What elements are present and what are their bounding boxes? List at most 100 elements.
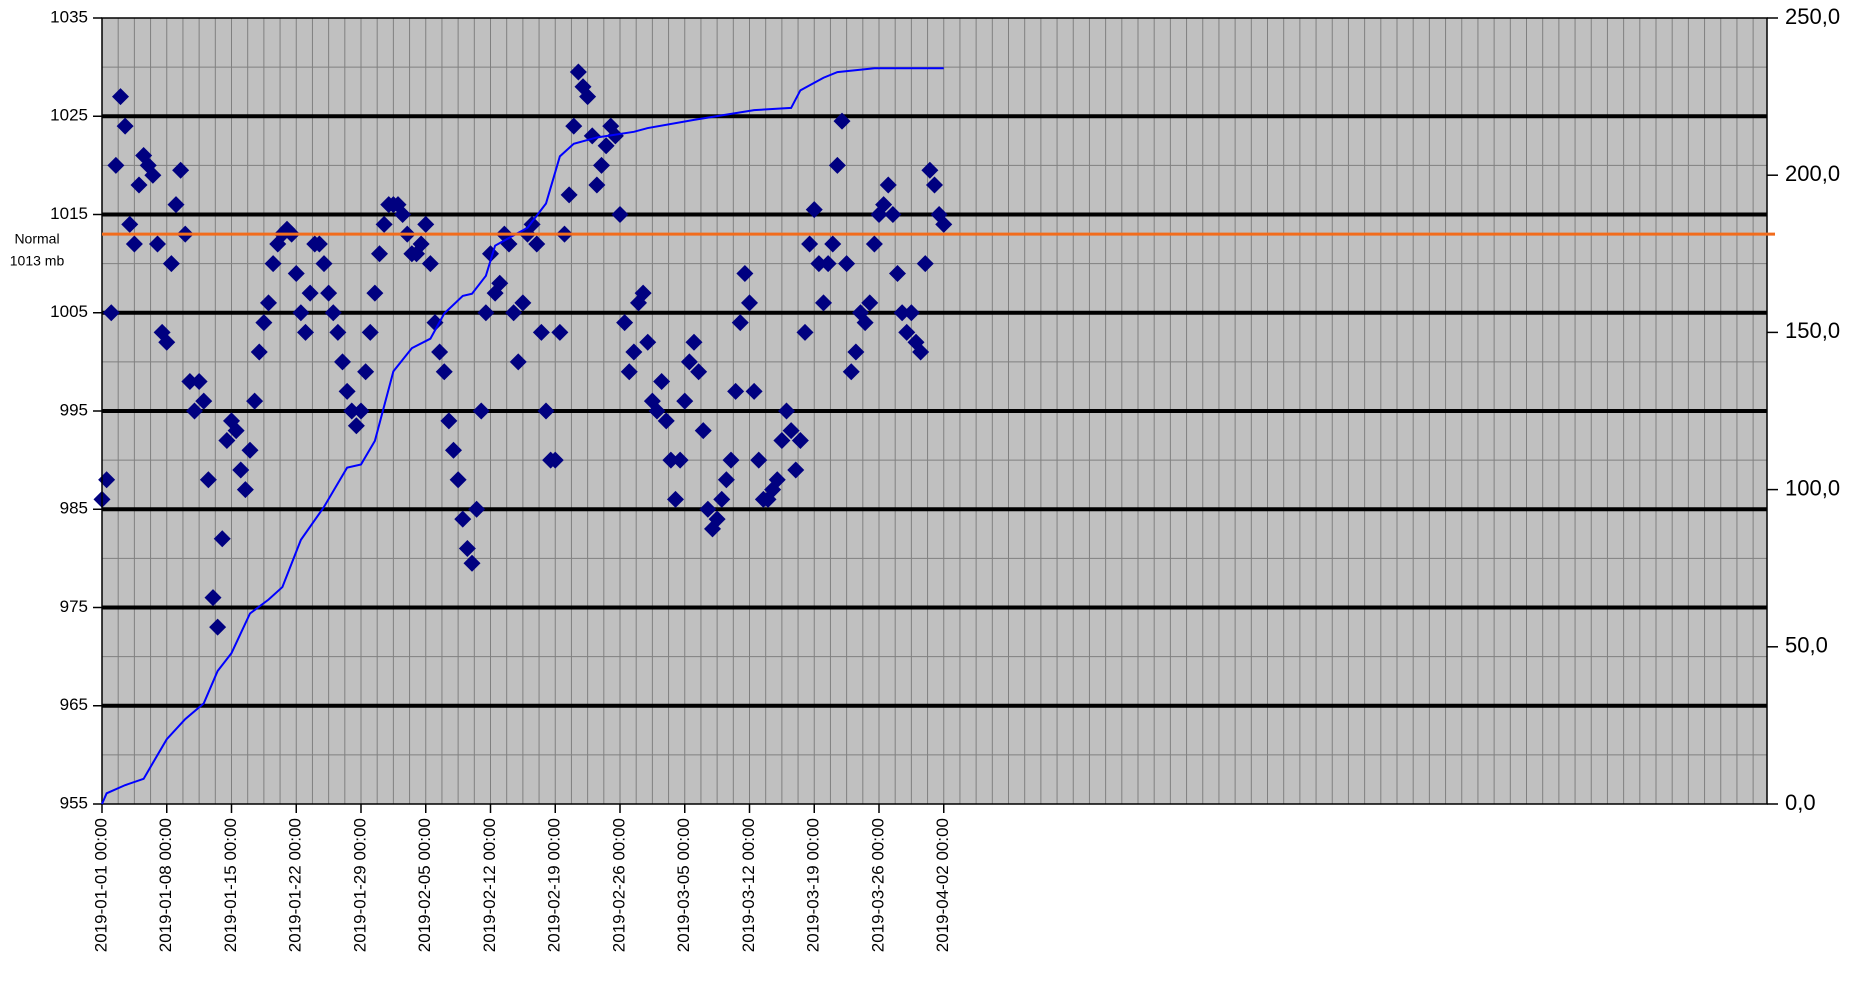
diamond-marker bbox=[324, 304, 342, 322]
y-tick-label: 975 bbox=[60, 597, 88, 616]
diamond-marker bbox=[787, 461, 805, 479]
diamond-marker bbox=[838, 255, 856, 273]
diamond-marker bbox=[204, 589, 222, 607]
diamond-marker bbox=[477, 304, 495, 322]
x-tick-label: 2019-01-22 00:00 bbox=[286, 818, 305, 952]
diamond-marker bbox=[246, 392, 264, 410]
diamond-marker bbox=[546, 451, 564, 469]
reference-label: Normal bbox=[14, 231, 59, 247]
x-tick-label: 2019-02-12 00:00 bbox=[480, 818, 499, 952]
diamond-marker bbox=[505, 304, 523, 322]
diamond-marker bbox=[366, 284, 384, 302]
diamond-marker bbox=[750, 451, 768, 469]
diamond-marker bbox=[657, 412, 675, 430]
diamond-marker bbox=[435, 363, 453, 381]
y2-tick-label: 200,0 bbox=[1785, 161, 1840, 186]
diamond-marker bbox=[898, 323, 916, 341]
diamond-marker bbox=[690, 363, 708, 381]
diamond-marker bbox=[190, 373, 208, 391]
diamond-marker bbox=[889, 264, 906, 282]
diamond-marker bbox=[842, 363, 860, 381]
diamond-marker bbox=[445, 441, 462, 459]
y-tick-label: 1035 bbox=[50, 7, 88, 26]
diamond-marker bbox=[616, 314, 634, 332]
diamond-marker bbox=[551, 323, 569, 341]
diamond-marker bbox=[297, 323, 314, 341]
diamond-marker bbox=[440, 412, 458, 430]
diamond-marker bbox=[884, 206, 902, 223]
diamond-marker bbox=[102, 304, 120, 322]
diamond-marker bbox=[782, 422, 800, 440]
diamond-marker bbox=[172, 161, 190, 179]
diamond-marker bbox=[144, 166, 162, 184]
diamond-marker bbox=[648, 402, 666, 420]
diamond-marker bbox=[662, 451, 680, 469]
diamond-marker bbox=[879, 176, 897, 194]
diamond-marker bbox=[491, 274, 509, 292]
diamond-marker bbox=[847, 343, 865, 361]
diamond-marker bbox=[565, 117, 583, 135]
y2-tick-label: 250,0 bbox=[1785, 4, 1840, 29]
diamond-marker bbox=[125, 235, 143, 253]
diamond-marker bbox=[472, 402, 490, 420]
diamond-marker bbox=[431, 343, 449, 361]
diamond-marker bbox=[865, 235, 883, 253]
diamond-marker bbox=[639, 333, 657, 351]
diamond-marker bbox=[569, 63, 587, 81]
diamond-marker bbox=[260, 294, 277, 312]
y-tick-label: 1015 bbox=[50, 204, 88, 223]
diamond-marker bbox=[560, 186, 578, 204]
x-tick-label: 2019-01-01 00:00 bbox=[91, 818, 110, 952]
diamond-marker bbox=[347, 417, 365, 435]
x-tick-label: 2019-03-05 00:00 bbox=[674, 818, 693, 952]
diamond-marker bbox=[287, 264, 305, 282]
marks bbox=[93, 63, 953, 636]
diamond-marker bbox=[509, 353, 527, 371]
diamond-marker bbox=[667, 490, 684, 508]
diamond-marker bbox=[209, 618, 227, 636]
diamond-marker bbox=[532, 323, 550, 341]
y-tick-label: 1005 bbox=[50, 302, 88, 321]
diamond-marker bbox=[815, 294, 832, 312]
diamond-marker bbox=[218, 431, 236, 449]
diamond-marker bbox=[893, 304, 911, 322]
diamond-marker bbox=[255, 314, 273, 332]
diamond-marker bbox=[357, 363, 375, 381]
diamond-marker bbox=[768, 471, 786, 489]
diamond-marker bbox=[537, 402, 555, 420]
diamond-marker bbox=[186, 402, 203, 420]
diamond-marker bbox=[158, 333, 176, 351]
diamond-marker bbox=[685, 333, 703, 351]
diamond-marker bbox=[801, 235, 819, 253]
diamond-marker bbox=[713, 490, 731, 508]
diamond-marker bbox=[528, 235, 546, 253]
diamond-marker bbox=[722, 451, 740, 469]
diamond-marker bbox=[912, 343, 930, 361]
y-tick-label: 985 bbox=[60, 499, 88, 518]
line bbox=[101, 67, 944, 805]
diamond-marker bbox=[112, 88, 129, 106]
diamond-marker bbox=[167, 196, 185, 214]
diamond-marker bbox=[796, 323, 814, 341]
y2-tick-label: 100,0 bbox=[1785, 475, 1840, 500]
diamond-marker bbox=[394, 206, 412, 223]
diamond-marker bbox=[162, 255, 180, 273]
diamond-marker bbox=[468, 500, 486, 518]
diamond-marker bbox=[717, 471, 735, 489]
diamond-marker bbox=[264, 255, 282, 273]
diamond-marker bbox=[334, 353, 351, 371]
diamond-marker bbox=[343, 402, 361, 420]
grid bbox=[102, 18, 1767, 804]
diamond-marker bbox=[458, 540, 476, 558]
diamond-marker bbox=[926, 176, 943, 194]
diamond-marker bbox=[352, 402, 370, 420]
diamond-marker bbox=[653, 373, 671, 391]
diamond-marker bbox=[671, 451, 689, 469]
diamond-marker bbox=[745, 382, 763, 400]
diamond-marker bbox=[315, 255, 333, 273]
diamond-marker bbox=[731, 314, 749, 332]
diamond-marker bbox=[810, 255, 828, 273]
diamond-marker bbox=[694, 422, 712, 440]
diamond-marker bbox=[361, 323, 379, 341]
